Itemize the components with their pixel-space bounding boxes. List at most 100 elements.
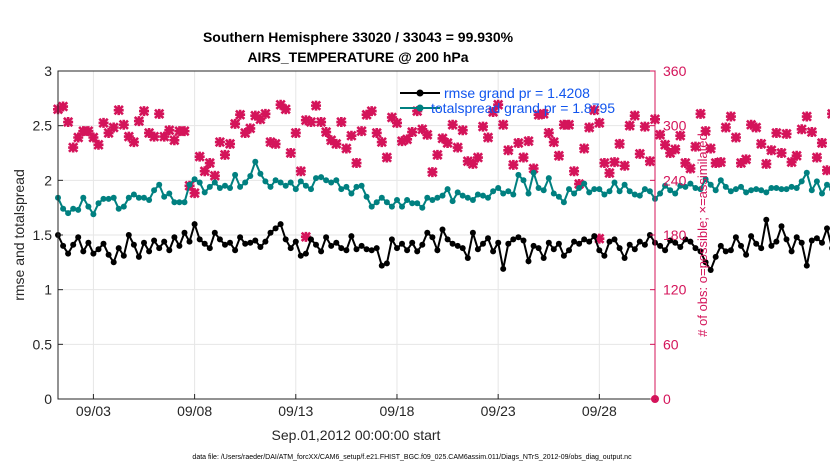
rmse-point: [591, 233, 598, 240]
rmse-point: [166, 247, 173, 254]
totalspread-point: [738, 183, 744, 190]
obs-count-marker: [229, 118, 241, 129]
obs-count-marker: [659, 139, 671, 150]
obs-count-marker: [149, 131, 160, 142]
obs-count-marker: [103, 127, 114, 139]
totalspread-point: [267, 183, 274, 190]
totalspread-point: [409, 200, 416, 207]
totalspread-point: [429, 197, 436, 203]
totalspread-point: [626, 188, 633, 195]
totalspread-point: [404, 197, 411, 203]
obs-count-marker: [584, 122, 595, 133]
y2-tick-label: 240: [663, 172, 687, 188]
totalspread-point: [819, 190, 825, 197]
totalspread-point: [272, 177, 279, 184]
obs-count-marker: [629, 110, 640, 121]
obs-count-marker: [219, 149, 231, 160]
obs-count-marker: [57, 101, 69, 112]
obs-count-marker: [599, 157, 610, 169]
obs-count-marker: [670, 144, 681, 155]
obs-count-marker: [715, 156, 726, 168]
rmse-point: [262, 238, 269, 245]
totalspread-point: [606, 188, 613, 195]
totalspread-point: [302, 182, 309, 189]
rmse-point: [333, 239, 340, 246]
rmse-point: [485, 235, 491, 242]
rmse-point: [373, 245, 380, 252]
totalspread-point: [120, 203, 127, 210]
obs-count-marker: [710, 157, 721, 169]
obs-count-marker: [756, 138, 767, 150]
rmse-point: [100, 240, 107, 247]
rmse-point: [257, 244, 264, 250]
y2-tick-label: 0: [663, 391, 671, 407]
totalspread-point: [525, 190, 532, 197]
obs-count-marker: [654, 129, 666, 140]
rmse-point: [743, 251, 750, 258]
rmse-point: [535, 245, 542, 252]
rmse-point: [297, 252, 304, 259]
rmse-point: [530, 242, 537, 249]
obs-count-marker: [214, 136, 226, 148]
totalspread-point: [707, 181, 714, 188]
totalspread-point: [535, 185, 542, 191]
rmse-point: [571, 238, 578, 245]
obs-count-marker: [437, 133, 448, 144]
totalspread-point: [424, 194, 431, 201]
x-axis-label: Sep.01,2012 00:00:00 start: [272, 427, 441, 443]
rmse-point: [90, 250, 97, 257]
totalspread-point: [414, 200, 421, 207]
rmse-point: [540, 255, 547, 261]
x-tick-label: 09/03: [76, 403, 111, 419]
y2-axis-label: # of obs: o=possible; ×=assimilated: [695, 133, 710, 336]
rmse-point: [65, 250, 72, 257]
rmse-point: [171, 234, 178, 241]
totalspread-point: [616, 188, 623, 195]
totalspread-point: [368, 203, 375, 210]
obs-count-marker: [634, 148, 645, 160]
obs-count-marker: [331, 138, 342, 150]
totalspread-point: [141, 194, 147, 201]
rmse-point: [672, 239, 679, 246]
totalspread-point: [459, 192, 466, 199]
totalspread-point: [130, 191, 137, 198]
legend: rmse grand pr = 1.4208 totalspread grand…: [400, 85, 615, 116]
obs-count-marker: [432, 149, 443, 160]
obs-count-marker: [558, 119, 570, 130]
obs-count-marker: [811, 152, 823, 163]
rmse-point: [545, 239, 552, 246]
x-tick-label: 09/23: [481, 403, 516, 419]
totalspread-point: [338, 186, 345, 193]
rmse-point: [439, 226, 446, 233]
rmse-point: [302, 250, 309, 257]
rmse-point: [252, 237, 259, 244]
obs-count-marker: [108, 122, 119, 133]
obs-count-marker: [179, 126, 190, 137]
totalspread-point: [252, 158, 259, 165]
totalspread-point: [500, 190, 507, 197]
rmse-point: [318, 248, 325, 255]
rmse-point: [459, 245, 466, 252]
rmse-point: [813, 235, 820, 242]
totalspread-point: [388, 203, 395, 210]
obs-count-marker: [766, 145, 777, 156]
totalspread-point: [216, 185, 223, 191]
rmse-point: [80, 248, 87, 255]
totalspread-point: [110, 194, 117, 201]
rmse-point: [576, 240, 583, 247]
obs-count-marker: [568, 166, 580, 177]
obs-count-marker: [690, 141, 701, 152]
obs-count-marker: [371, 127, 382, 139]
totalspread-point: [90, 211, 97, 218]
rmse-point: [808, 237, 815, 244]
rmse-point: [464, 255, 471, 261]
totalspread-point: [727, 188, 734, 195]
obs-count-marker: [154, 108, 165, 119]
totalspread-point: [550, 190, 557, 197]
obs-count-marker: [427, 167, 438, 178]
totalspread-point: [313, 175, 319, 182]
rmse-point: [358, 242, 365, 249]
totalspread-point: [171, 199, 178, 206]
rmse-point: [429, 234, 436, 241]
x-tick-label: 09/18: [379, 403, 414, 419]
